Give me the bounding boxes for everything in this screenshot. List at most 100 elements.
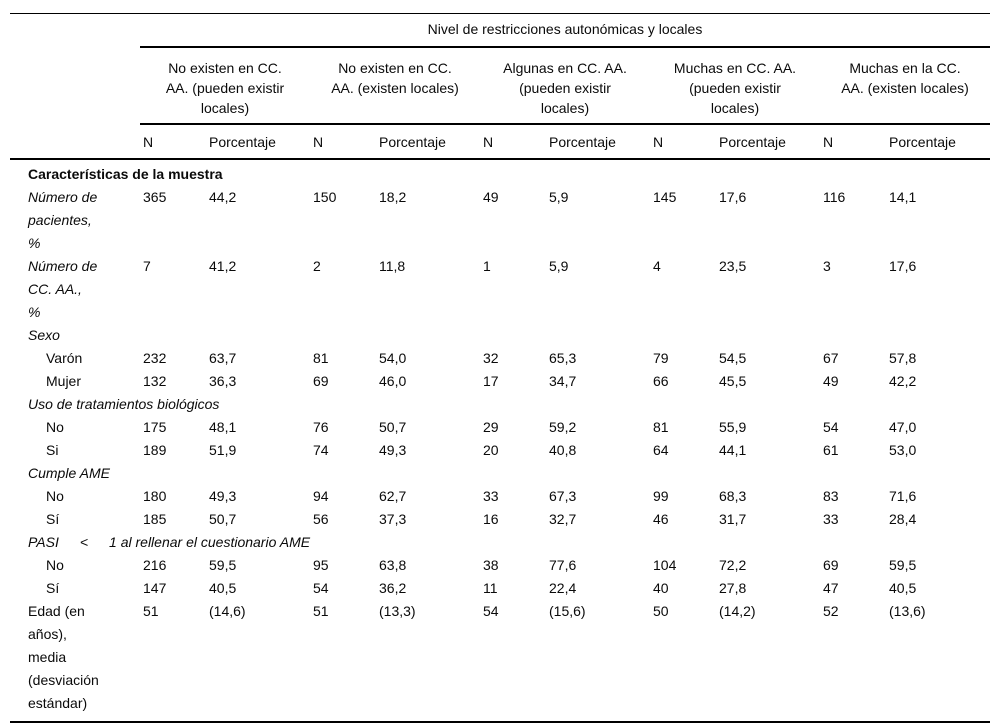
cell-n: 175	[140, 416, 206, 439]
cell-n: 4	[650, 255, 716, 324]
cell-n: 52	[820, 600, 886, 723]
cell-n: 74	[310, 439, 376, 462]
cell-n: 67	[820, 347, 886, 370]
table-row: PASI < 1 al rellenar el cuestionario AME	[10, 531, 990, 554]
cell-n: 54	[310, 577, 376, 600]
col-header-n: N	[140, 124, 206, 160]
cell-porcentaje: 71,6	[886, 485, 990, 508]
cell-porcentaje: 65,3	[546, 347, 650, 370]
table-row: Sí 147 40,5 54 36,2 11 22,4 40 27,8 47 40,5	[10, 577, 990, 600]
cell-n: 38	[480, 554, 546, 577]
row-label: No	[10, 554, 140, 577]
table-row: Edad (en años), media (desviación estánd…	[10, 600, 990, 723]
cell-porcentaje: 32,7	[546, 508, 650, 531]
cell-porcentaje: 34,7	[546, 370, 650, 393]
cell-n: 150	[310, 186, 376, 255]
cell-porcentaje: 44,1	[716, 439, 820, 462]
cell-porcentaje: 42,2	[886, 370, 990, 393]
cell-porcentaje: 37,3	[376, 508, 480, 531]
cell-n: 99	[650, 485, 716, 508]
cell-porcentaje: 46,0	[376, 370, 480, 393]
cell-n: 79	[650, 347, 716, 370]
cell-porcentaje: 18,2	[376, 186, 480, 255]
cell-porcentaje: 22,4	[546, 577, 650, 600]
cell-n: 189	[140, 439, 206, 462]
col-header-porcentaje: Porcentaje	[206, 124, 310, 160]
cell-n: 49	[820, 370, 886, 393]
cell-porcentaje: 59,5	[206, 554, 310, 577]
table-title-row: Nivel de restricciones autonómicas y loc…	[10, 13, 990, 48]
table-title: Nivel de restricciones autonómicas y loc…	[140, 13, 990, 48]
cell-n: 46	[650, 508, 716, 531]
cell-porcentaje: 68,3	[716, 485, 820, 508]
cell-n: 54	[820, 416, 886, 439]
cell-n: 1	[480, 255, 546, 324]
row-label: No	[10, 416, 140, 439]
cell-n: 116	[820, 186, 886, 255]
section-label: Uso de tratamientos biológicos	[10, 393, 990, 416]
cell-porcentaje: 41,2	[206, 255, 310, 324]
cell-porcentaje: 54,5	[716, 347, 820, 370]
table-row: No 216 59,5 95 63,8 38 77,6 104 72,2 69 59,5	[10, 554, 990, 577]
table-row: No 175 48,1 76 50,7 29 59,2 81 55,9 54 47,0	[10, 416, 990, 439]
section-label: PASI < 1 al rellenar el cuestionario AME	[10, 531, 990, 554]
cell-n: 20	[480, 439, 546, 462]
cell-n: 50	[650, 600, 716, 723]
row-label: Número de pacientes, %	[10, 186, 140, 255]
cell-n: 95	[310, 554, 376, 577]
cell-n: 3	[820, 255, 886, 324]
cell-n: 365	[140, 186, 206, 255]
cell-porcentaje: 48,1	[206, 416, 310, 439]
cell-porcentaje: 14,1	[886, 186, 990, 255]
cell-porcentaje: (13,6)	[886, 600, 990, 723]
stats-table: Nivel de restricciones autonómicas y loc…	[10, 13, 990, 723]
cell-n: 216	[140, 554, 206, 577]
row-label: Mujer	[10, 370, 140, 393]
cell-porcentaje: 5,9	[546, 186, 650, 255]
cell-porcentaje: 59,2	[546, 416, 650, 439]
cell-n: 180	[140, 485, 206, 508]
col-header-porcentaje: Porcentaje	[376, 124, 480, 160]
row-label: Sí	[10, 577, 140, 600]
cell-n: 11	[480, 577, 546, 600]
cell-porcentaje: 55,9	[716, 416, 820, 439]
cell-n: 29	[480, 416, 546, 439]
table-row: Número de pacientes, % 365 44,2 150 18,2 49 5,…	[10, 186, 990, 255]
cell-n: 69	[820, 554, 886, 577]
cell-porcentaje: 77,6	[546, 554, 650, 577]
cell-porcentaje: (15,6)	[546, 600, 650, 723]
section-label: Sexo	[10, 324, 990, 347]
cell-porcentaje: 63,7	[206, 347, 310, 370]
cell-porcentaje: 62,7	[376, 485, 480, 508]
cell-n: 49	[480, 186, 546, 255]
cell-porcentaje: 17,6	[716, 186, 820, 255]
cell-porcentaje: 50,7	[376, 416, 480, 439]
cell-n: 81	[650, 416, 716, 439]
cell-n: 17	[480, 370, 546, 393]
table-row: Características de la muestra	[10, 159, 990, 186]
cell-porcentaje: 63,8	[376, 554, 480, 577]
cell-porcentaje: 36,2	[376, 577, 480, 600]
section-label: Cumple AME	[10, 462, 990, 485]
cell-porcentaje: 72,2	[716, 554, 820, 577]
cell-n: 185	[140, 508, 206, 531]
cell-porcentaje: 45,5	[716, 370, 820, 393]
row-label: Varón	[10, 347, 140, 370]
row-label: Número de CC. AA., %	[10, 255, 140, 324]
group-header-muchas-locales: Muchas en la CC. AA. (existen locales)	[820, 47, 990, 125]
col-header-n: N	[650, 124, 716, 160]
cell-porcentaje: 67,3	[546, 485, 650, 508]
table-row: Número de CC. AA., % 7 41,2 2 11,8 1 5,9 4 23,5 3…	[10, 255, 990, 324]
cell-porcentaje: 59,5	[886, 554, 990, 577]
cell-porcentaje: 49,3	[206, 485, 310, 508]
table-row: Uso de tratamientos biológicos	[10, 393, 990, 416]
row-header-spacer	[10, 13, 140, 47]
row-header-spacer	[10, 124, 140, 160]
cell-porcentaje: 53,0	[886, 439, 990, 462]
group-header-muchas-pueden: Muchas en CC. AA. (pueden existir locale…	[650, 47, 820, 125]
cell-porcentaje: 44,2	[206, 186, 310, 255]
cell-n: 32	[480, 347, 546, 370]
cell-n: 145	[650, 186, 716, 255]
cell-n: 83	[820, 485, 886, 508]
cell-n: 81	[310, 347, 376, 370]
